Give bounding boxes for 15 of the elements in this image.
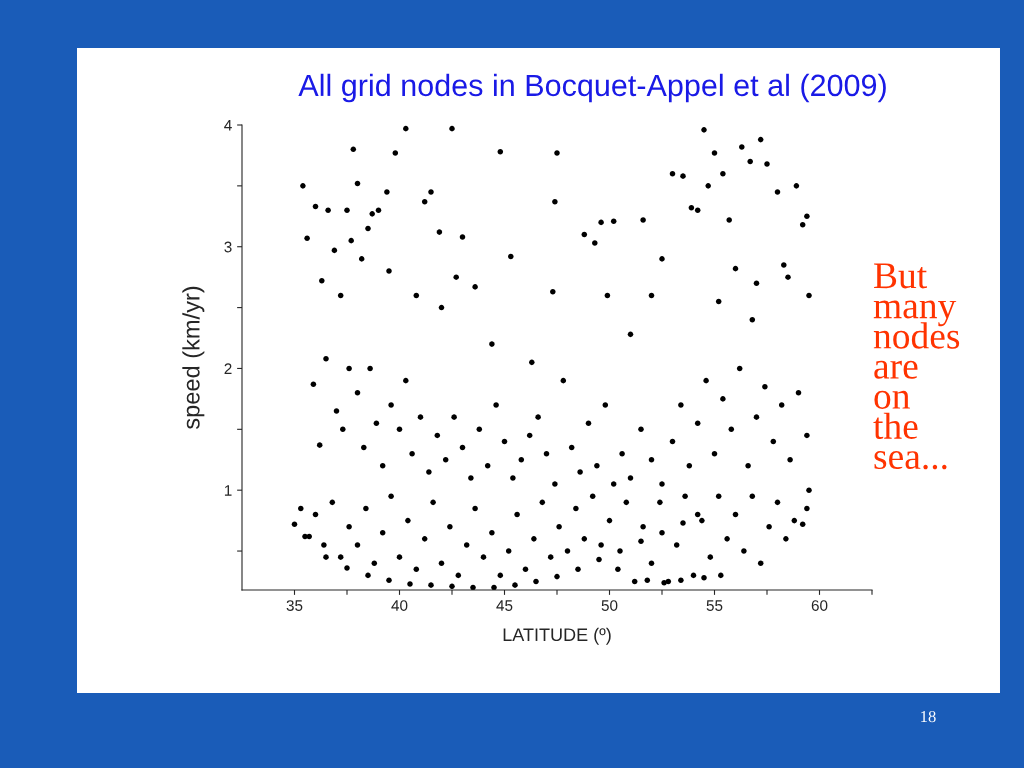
y-tick-label: 3	[224, 241, 232, 253]
y-tick-label: 1	[224, 485, 232, 496]
y-axis-title: speed (km/yr)	[182, 286, 205, 429]
text: But many nodes are on the sea...	[873, 263, 960, 470]
chart-title: All grid nodes in Bocquet-Appel et al (2009)	[298, 73, 886, 103]
y-tick-label: 2	[224, 363, 232, 374]
x-tick-label: 55	[706, 600, 723, 611]
y-tick-label: 4	[224, 120, 232, 131]
x-tick-label: 35	[286, 600, 303, 611]
x-tick-label: 45	[496, 600, 513, 611]
text: 18	[921, 710, 936, 723]
x-tick-label: 50	[601, 600, 618, 611]
x-tick-label: 60	[811, 600, 828, 611]
x-axis-title: LATITUDE (º)	[503, 627, 611, 645]
x-tick-label: 40	[391, 600, 408, 611]
